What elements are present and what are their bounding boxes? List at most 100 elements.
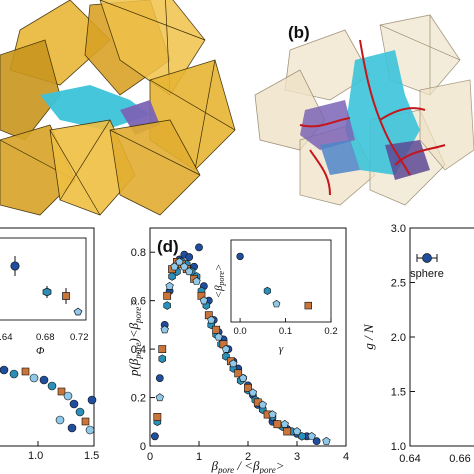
panel-d-inset-xlabel: γ	[279, 343, 284, 355]
panel-d-ytick: 0.8	[131, 247, 146, 259]
inset-d-point	[263, 286, 271, 295]
purple-pore	[385, 140, 430, 180]
panel-d-ticks: 0 1 2 3 4 0 0.2 0.4 0.6 0.8	[131, 247, 349, 463]
data-point	[155, 374, 164, 383]
panel-d-data	[150, 243, 331, 446]
panel-d-ylabel: p(βpore)<βpore>	[126, 298, 143, 377]
inset-c-point	[73, 307, 83, 316]
inset-c-xtick: 0.68	[36, 332, 55, 343]
inset-c-xtick: 0.64	[0, 332, 13, 343]
panel-d-xtick: 1	[196, 451, 202, 463]
data-point	[307, 432, 316, 440]
data-point	[155, 393, 164, 402]
data-point	[150, 432, 159, 441]
panel-b-label: (b)	[288, 23, 310, 42]
panel-a-render	[0, 0, 236, 216]
data-point	[195, 243, 203, 252]
panel-d-xtick: 2	[245, 451, 251, 463]
data-point	[160, 325, 169, 334]
blue-pore	[320, 140, 360, 175]
inset-d-xtick: 0.1	[279, 326, 292, 337]
panel-d-xtick: 0	[147, 451, 153, 463]
panel-c: 0.64 0.68 0.72 Φ 1.0	[0, 227, 99, 462]
inset-c-point	[10, 261, 20, 271]
data-point	[312, 437, 321, 446]
data-point	[165, 281, 174, 290]
panel-c-data	[0, 365, 97, 435]
inset-c-xlabel: Φ	[36, 345, 45, 357]
inset-d-xtick: 0.2	[324, 326, 337, 337]
inset-d-point	[236, 252, 244, 261]
panel-c-inset-axes	[0, 237, 87, 321]
data-point	[199, 296, 209, 305]
data-point	[207, 315, 216, 324]
data-point	[234, 369, 243, 378]
data-point	[292, 427, 302, 436]
panel-c-xtick: 1.0	[28, 450, 43, 462]
inset-c-point	[62, 292, 70, 300]
panel-d-label: (d)	[157, 237, 179, 256]
data-point	[280, 419, 289, 428]
data-point	[163, 301, 171, 310]
inset-d-point	[304, 301, 312, 310]
panel-c-xtick: 1.5	[84, 450, 99, 462]
panel-d-xlabel: βpore / <βpore>	[211, 458, 285, 474]
panel-e-xtick: 0.64	[399, 453, 420, 465]
panel-e-axes	[409, 227, 474, 447]
panel-d-inset-ylabel: <βpore>	[213, 264, 226, 299]
inset-d-point	[272, 299, 281, 308]
gold-polyhedron	[0, 39, 61, 141]
purple-pore	[300, 100, 355, 150]
data-point	[268, 410, 277, 419]
inset-c-xtick: 0.72	[70, 332, 89, 343]
data-point	[158, 354, 166, 364]
panel-e-ytick: 3.0	[391, 223, 406, 235]
panel-e-ticks: 1.0 1.5 2.0 2.5 3.0	[391, 223, 415, 453]
data-point	[214, 332, 223, 341]
panel-d-inset-axes	[230, 239, 332, 323]
panel-e-ytick: 2.0	[391, 332, 406, 344]
legend-marker	[422, 253, 432, 263]
data-point	[158, 345, 167, 354]
data-point	[322, 436, 331, 445]
data-point	[244, 383, 252, 392]
legend: sphere	[410, 253, 444, 280]
data-point	[283, 427, 292, 436]
data-point	[221, 344, 231, 353]
data-point	[163, 291, 172, 300]
panel-e: 1.0 1.5 2.0 2.5 3.0 g / N sphere 0.64 0.66	[361, 223, 474, 465]
panel-d-xtick: 4	[343, 451, 349, 463]
panel-d-ytick: 0.4	[131, 344, 146, 356]
legend-label: sphere	[410, 268, 444, 280]
data-point	[153, 413, 162, 421]
panel-d: (d) 0 1 2 3 4 0 0.2 0.4 0.6 0.8 βpore / <βpore> p…	[126, 227, 349, 474]
panel-e-ytick: 2.5	[391, 278, 406, 290]
data-point	[212, 325, 221, 334]
panel-e-xtick: 0.66	[449, 453, 470, 465]
data-point	[238, 373, 248, 382]
data-point	[185, 267, 194, 276]
panel-d-inset: 0.0 0.1 0.2	[233, 252, 338, 337]
data-point	[175, 257, 184, 266]
data-point	[273, 420, 282, 429]
panel-e-ytick: 1.0	[391, 441, 406, 453]
data-point	[248, 388, 258, 397]
panel-d-xtick: 3	[294, 451, 300, 463]
inset-c-point	[42, 287, 52, 297]
data-point	[229, 359, 238, 368]
panel-c-axes	[0, 227, 95, 447]
data-point	[192, 276, 201, 285]
panel-b-render: (b)	[254, 14, 474, 206]
panel-d-ytick: 0.6	[131, 296, 146, 308]
inset-d-xtick: 0.0	[233, 326, 246, 337]
data-point	[180, 262, 189, 271]
panel-d-ytick: 0	[140, 441, 146, 453]
cyan-pore	[40, 85, 150, 130]
panel-e-ylabel: g / N	[361, 323, 376, 350]
data-point	[258, 400, 267, 409]
gold-polyhedron	[109, 119, 201, 216]
panel-d-ytick: 0.2	[131, 393, 146, 405]
data-point	[185, 253, 194, 261]
panel-e-ytick: 1.5	[391, 387, 406, 399]
